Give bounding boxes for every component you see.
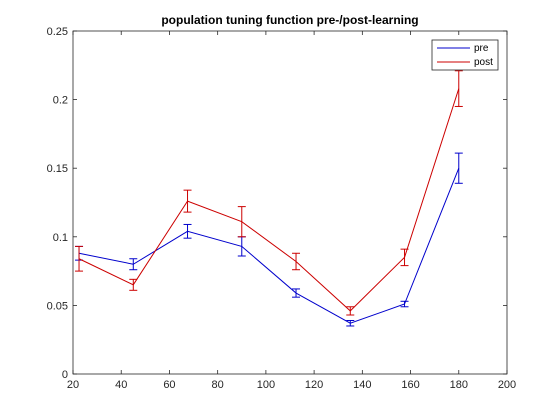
y-axis: 0 0.05 0.1 0.15 0.2 0.25 [47,26,507,381]
legend-pre-label: pre [474,43,489,54]
y-tick-label: 0.25 [47,26,68,38]
series-line-post [78,88,460,312]
legend-box [431,39,499,71]
legend-post-label: post [474,57,493,68]
x-tick-label: 100 [257,379,275,391]
series-line-pre [78,168,460,324]
x-tick-label: 80 [212,379,224,391]
series-layer [75,70,463,327]
x-axis: 20 40 60 80 100 120 140 160 180 200 [67,31,516,391]
x-tick-label: 200 [498,379,516,391]
series-post [75,70,463,316]
x-tick-label: 140 [353,379,371,391]
x-tick-label: 40 [115,379,127,391]
x-tick-label: 120 [305,379,323,391]
y-tick-label: 0.2 [53,95,68,107]
plot-area [72,30,508,375]
legend: pre post [431,39,499,71]
y-tick-label: 0.1 [53,232,68,244]
x-tick-label: 180 [450,379,468,391]
x-tick-label: 160 [401,379,419,391]
y-tick-label: 0 [62,369,68,381]
y-tick-label: 0.05 [47,300,68,312]
x-tick-label: 60 [163,379,175,391]
x-tick-label: 20 [67,379,79,391]
chart-title: population tuning function pre-/post-lea… [161,13,418,27]
y-tick-label: 0.15 [47,163,68,175]
